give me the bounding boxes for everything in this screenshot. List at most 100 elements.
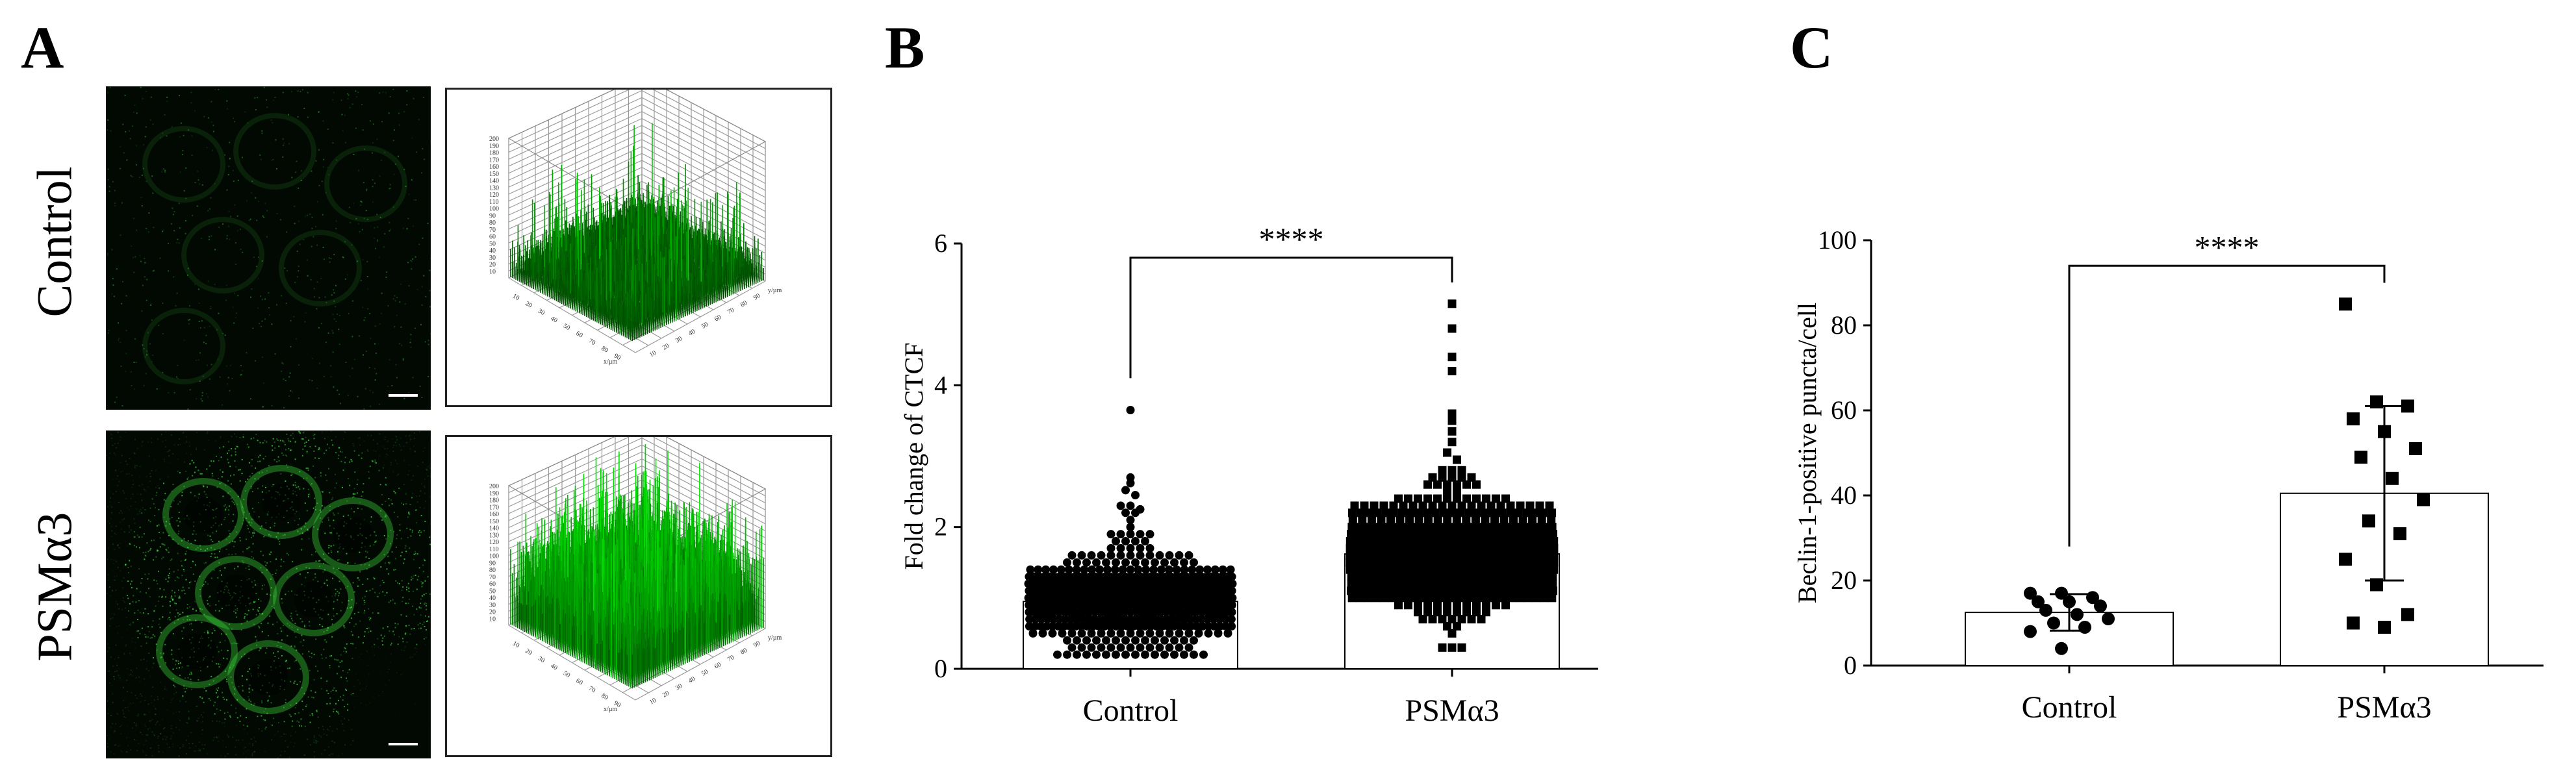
z-tick-label: 70 bbox=[489, 574, 496, 581]
z-tick-labels: 2001901801701601501401301201101009080706… bbox=[489, 136, 499, 275]
data-point bbox=[1489, 508, 1498, 518]
data-point bbox=[1501, 572, 1511, 581]
data-point bbox=[1377, 516, 1386, 525]
data-point bbox=[1456, 508, 1465, 518]
data-point bbox=[1116, 551, 1125, 560]
z-tick-label: 30 bbox=[489, 255, 496, 262]
data-point bbox=[1474, 579, 1483, 588]
data-point bbox=[1156, 565, 1166, 574]
z-tick-label: 120 bbox=[489, 192, 499, 199]
data-point bbox=[1388, 593, 1397, 603]
data-point bbox=[1150, 615, 1159, 624]
data-point bbox=[1145, 530, 1154, 539]
data-point bbox=[1494, 572, 1503, 581]
z-tick-label: 110 bbox=[489, 546, 499, 553]
data-point bbox=[1482, 601, 1490, 610]
data-point bbox=[1423, 480, 1432, 489]
data-point bbox=[1540, 523, 1549, 532]
data-point bbox=[1488, 572, 1497, 581]
data-point bbox=[1371, 523, 1379, 532]
data-point bbox=[1472, 480, 1481, 489]
data-point bbox=[1180, 622, 1190, 630]
data-point bbox=[1447, 324, 1457, 333]
data-point bbox=[1204, 622, 1213, 630]
data-point bbox=[1121, 636, 1130, 645]
data-point bbox=[1528, 572, 1537, 581]
data-point bbox=[1514, 508, 1523, 518]
data-point bbox=[2347, 616, 2360, 630]
data-point bbox=[1405, 516, 1414, 525]
data-point bbox=[1184, 643, 1193, 652]
data-point bbox=[1433, 494, 1442, 503]
data-point bbox=[1492, 601, 1500, 610]
data-point bbox=[1197, 615, 1206, 624]
data-point bbox=[1356, 593, 1364, 603]
data-point bbox=[1453, 480, 1461, 489]
data-point bbox=[1170, 558, 1179, 567]
data-point bbox=[1210, 565, 1219, 574]
data-point bbox=[1065, 622, 1075, 630]
data-point bbox=[1049, 615, 1058, 624]
data-point bbox=[1165, 551, 1174, 560]
data-point bbox=[1472, 508, 1481, 518]
data-point bbox=[1126, 516, 1135, 525]
cell-outline bbox=[195, 556, 277, 630]
data-point bbox=[1190, 636, 1198, 645]
data-point bbox=[1499, 516, 1509, 525]
data-point bbox=[1131, 636, 1140, 645]
data-point bbox=[1443, 448, 1451, 457]
data-point bbox=[1440, 523, 1449, 532]
data-point bbox=[1227, 586, 1236, 595]
data-point bbox=[1436, 593, 1444, 603]
significance-label: **** bbox=[1259, 221, 1324, 257]
panel-letter-a: A bbox=[21, 14, 64, 81]
data-point bbox=[1190, 558, 1198, 567]
y-tick-label: 60 bbox=[575, 677, 584, 687]
data-point bbox=[1151, 558, 1159, 567]
data-point bbox=[1134, 565, 1143, 574]
data-point bbox=[1227, 601, 1236, 610]
data-point bbox=[1389, 508, 1398, 518]
data-point bbox=[1407, 572, 1416, 581]
data-point bbox=[1077, 551, 1086, 560]
data-point bbox=[1192, 615, 1201, 624]
x-tick-label: 10 bbox=[648, 349, 657, 359]
data-point bbox=[1364, 508, 1373, 518]
chart-ctcf: Fold change of CTCF 0 2 4 6 Control PSMα3 **** bbox=[899, 221, 1598, 728]
data-point bbox=[1423, 608, 1432, 617]
data-point bbox=[1414, 572, 1423, 581]
data-point bbox=[1460, 593, 1468, 603]
z-tick-label: 80 bbox=[489, 567, 496, 574]
data-point bbox=[2102, 612, 2115, 625]
data-point bbox=[1467, 615, 1476, 624]
data-point bbox=[1092, 558, 1101, 567]
cell-outline bbox=[279, 230, 362, 306]
data-point bbox=[1194, 629, 1203, 638]
data-point bbox=[1097, 629, 1106, 638]
data-point bbox=[1140, 622, 1149, 630]
data-point bbox=[1067, 615, 1076, 624]
data-point bbox=[1414, 494, 1422, 503]
data-point bbox=[1078, 615, 1088, 624]
data-point bbox=[1209, 615, 1218, 624]
data-point bbox=[1347, 572, 1356, 581]
y-tick-label: 20 bbox=[1831, 566, 1857, 595]
data-point bbox=[1121, 558, 1130, 567]
data-point bbox=[1227, 572, 1236, 581]
x-tick-label: 90 bbox=[752, 640, 761, 649]
data-point bbox=[1112, 537, 1120, 545]
y-tick-label: 50 bbox=[562, 670, 571, 680]
data-point bbox=[1516, 501, 1525, 510]
data-point bbox=[1097, 643, 1106, 652]
data-point bbox=[1462, 516, 1471, 525]
data-point bbox=[1441, 579, 1450, 588]
data-point bbox=[1164, 565, 1173, 574]
data-point bbox=[1386, 523, 1395, 532]
data-point bbox=[1414, 608, 1422, 617]
data-point bbox=[1026, 565, 1035, 574]
data-point bbox=[1215, 615, 1224, 624]
data-point bbox=[1447, 643, 1457, 652]
data-point bbox=[1131, 650, 1140, 659]
data-point bbox=[1114, 615, 1123, 624]
data-point bbox=[1102, 650, 1110, 659]
